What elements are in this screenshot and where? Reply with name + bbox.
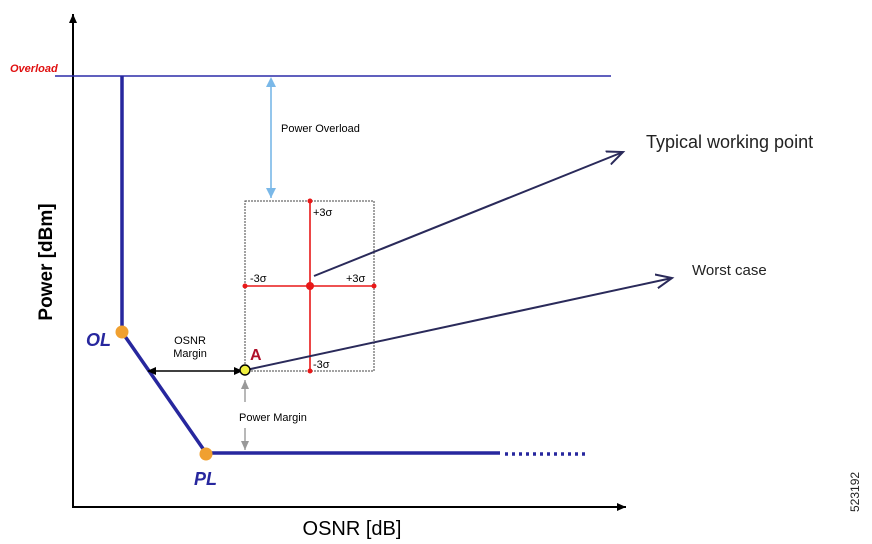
worst-case-label: Worst case <box>692 262 767 279</box>
overload-label: Overload <box>10 63 58 75</box>
pl-label: PL <box>194 469 217 489</box>
osnr-margin-label-line2: Margin <box>173 348 207 360</box>
sigma-top-label: +3σ <box>313 207 333 219</box>
y-axis-label: Power [dBm] <box>36 203 57 320</box>
sigma-center-dot <box>306 282 314 290</box>
figure-id: 523192 <box>848 472 862 512</box>
sigma-right-dot <box>371 283 377 289</box>
working-point-a-label: A <box>250 347 262 364</box>
sigma-right-label: +3σ <box>346 273 366 285</box>
performance-curve <box>120 76 500 455</box>
osnr-margin-label-line1: OSNR <box>174 335 206 347</box>
ol-point <box>115 325 129 339</box>
sigma-left-label: -3σ <box>250 273 267 285</box>
pl-point <box>199 447 213 461</box>
sigma-left-dot <box>242 283 248 289</box>
sigma-bottom-label: -3σ <box>313 359 330 371</box>
ol-label: OL <box>86 330 111 350</box>
worst-pointer-arrow <box>245 278 672 371</box>
power-overload-label: Power Overload <box>281 123 360 135</box>
typical-working-point-label: Typical working point <box>646 132 813 152</box>
working-point-a <box>239 364 251 376</box>
typical-pointer-arrow <box>313 152 623 277</box>
sigma-bottom-dot <box>307 368 313 374</box>
sigma-top-dot <box>307 198 313 204</box>
power-margin-label: Power Margin <box>239 412 307 424</box>
x-axis-label: OSNR [dB] <box>303 518 402 540</box>
